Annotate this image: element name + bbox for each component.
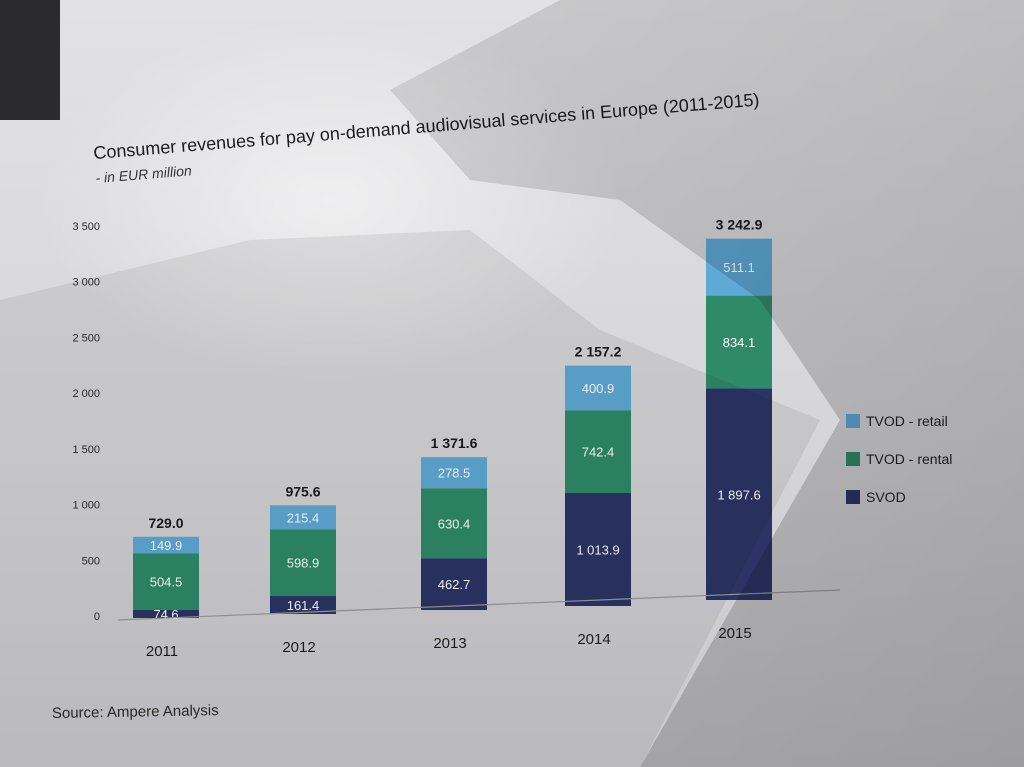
y-axis: 0 500 1 000 1 500 2 000 2 500 3 000 3 500 (72, 221, 100, 623)
y-tick-label: 0 (94, 611, 100, 623)
segment-value-label: 504.5 (150, 575, 183, 590)
page-edge-band (0, 0, 60, 120)
chart-subtitle: - in EUR million (95, 162, 193, 186)
bar-total-label: 3 242.9 (716, 217, 763, 233)
bar-total-label: 2 157.2 (575, 344, 622, 360)
segment-value-label: 1 897.6 (717, 487, 760, 502)
legend-swatch (846, 414, 860, 428)
bar-segment (270, 505, 336, 530)
segment-value-label: 462.7 (438, 577, 471, 592)
legend-swatch (846, 490, 860, 504)
source-note: Source: Ampere Analysis (52, 702, 219, 722)
y-tick-label: 1 500 (72, 444, 100, 456)
legend-label: SVOD (866, 489, 906, 505)
bar-segment (270, 596, 336, 614)
bar-segment (133, 553, 199, 610)
segment-value-label: 834.1 (723, 335, 756, 350)
y-tick-label: 2 000 (72, 388, 100, 400)
legend-swatch (846, 452, 860, 466)
legend: TVOD - retail TVOD - rental SVOD (846, 413, 952, 505)
bar-total-label: 975.6 (285, 483, 320, 499)
y-tick-label: 3 500 (72, 221, 100, 233)
bars: 74.6504.5149.9729.0161.4598.9215.4975.64… (133, 217, 772, 622)
x-category-label: 2013 (433, 635, 466, 652)
bar-total-label: 729.0 (148, 515, 183, 531)
bar-segment (133, 609, 199, 618)
segment-value-label: 400.9 (582, 381, 615, 396)
bar-segment (270, 529, 336, 597)
segment-value-label: 215.4 (287, 510, 320, 525)
x-category-label: 2011 (146, 643, 178, 660)
segment-value-label: 511.1 (723, 260, 755, 275)
segment-value-label: 598.9 (287, 556, 320, 571)
segment-value-label: 161.4 (287, 598, 320, 613)
y-tick-label: 1 000 (72, 500, 100, 512)
bar-segment (133, 536, 199, 554)
segment-value-label: 1 013.9 (576, 543, 619, 558)
x-category-label: 2012 (282, 639, 315, 656)
chart-title: Consumer revenues for pay on-demand audi… (93, 90, 760, 164)
segment-value-label: 278.5 (438, 466, 471, 481)
legend-label: TVOD - retail (866, 413, 948, 429)
y-tick-label: 2 500 (72, 332, 100, 344)
segment-value-label: 149.9 (150, 538, 183, 553)
x-category-label: 2014 (577, 631, 610, 648)
segment-value-label: 742.4 (582, 445, 615, 460)
legend-label: TVOD - rental (866, 451, 952, 467)
y-tick-label: 3 000 (72, 277, 100, 289)
y-tick-label: 500 (82, 555, 100, 567)
x-category-label: 2015 (718, 625, 751, 642)
bar-total-label: 1 371.6 (431, 435, 478, 451)
segment-value-label: 630.4 (438, 516, 471, 531)
